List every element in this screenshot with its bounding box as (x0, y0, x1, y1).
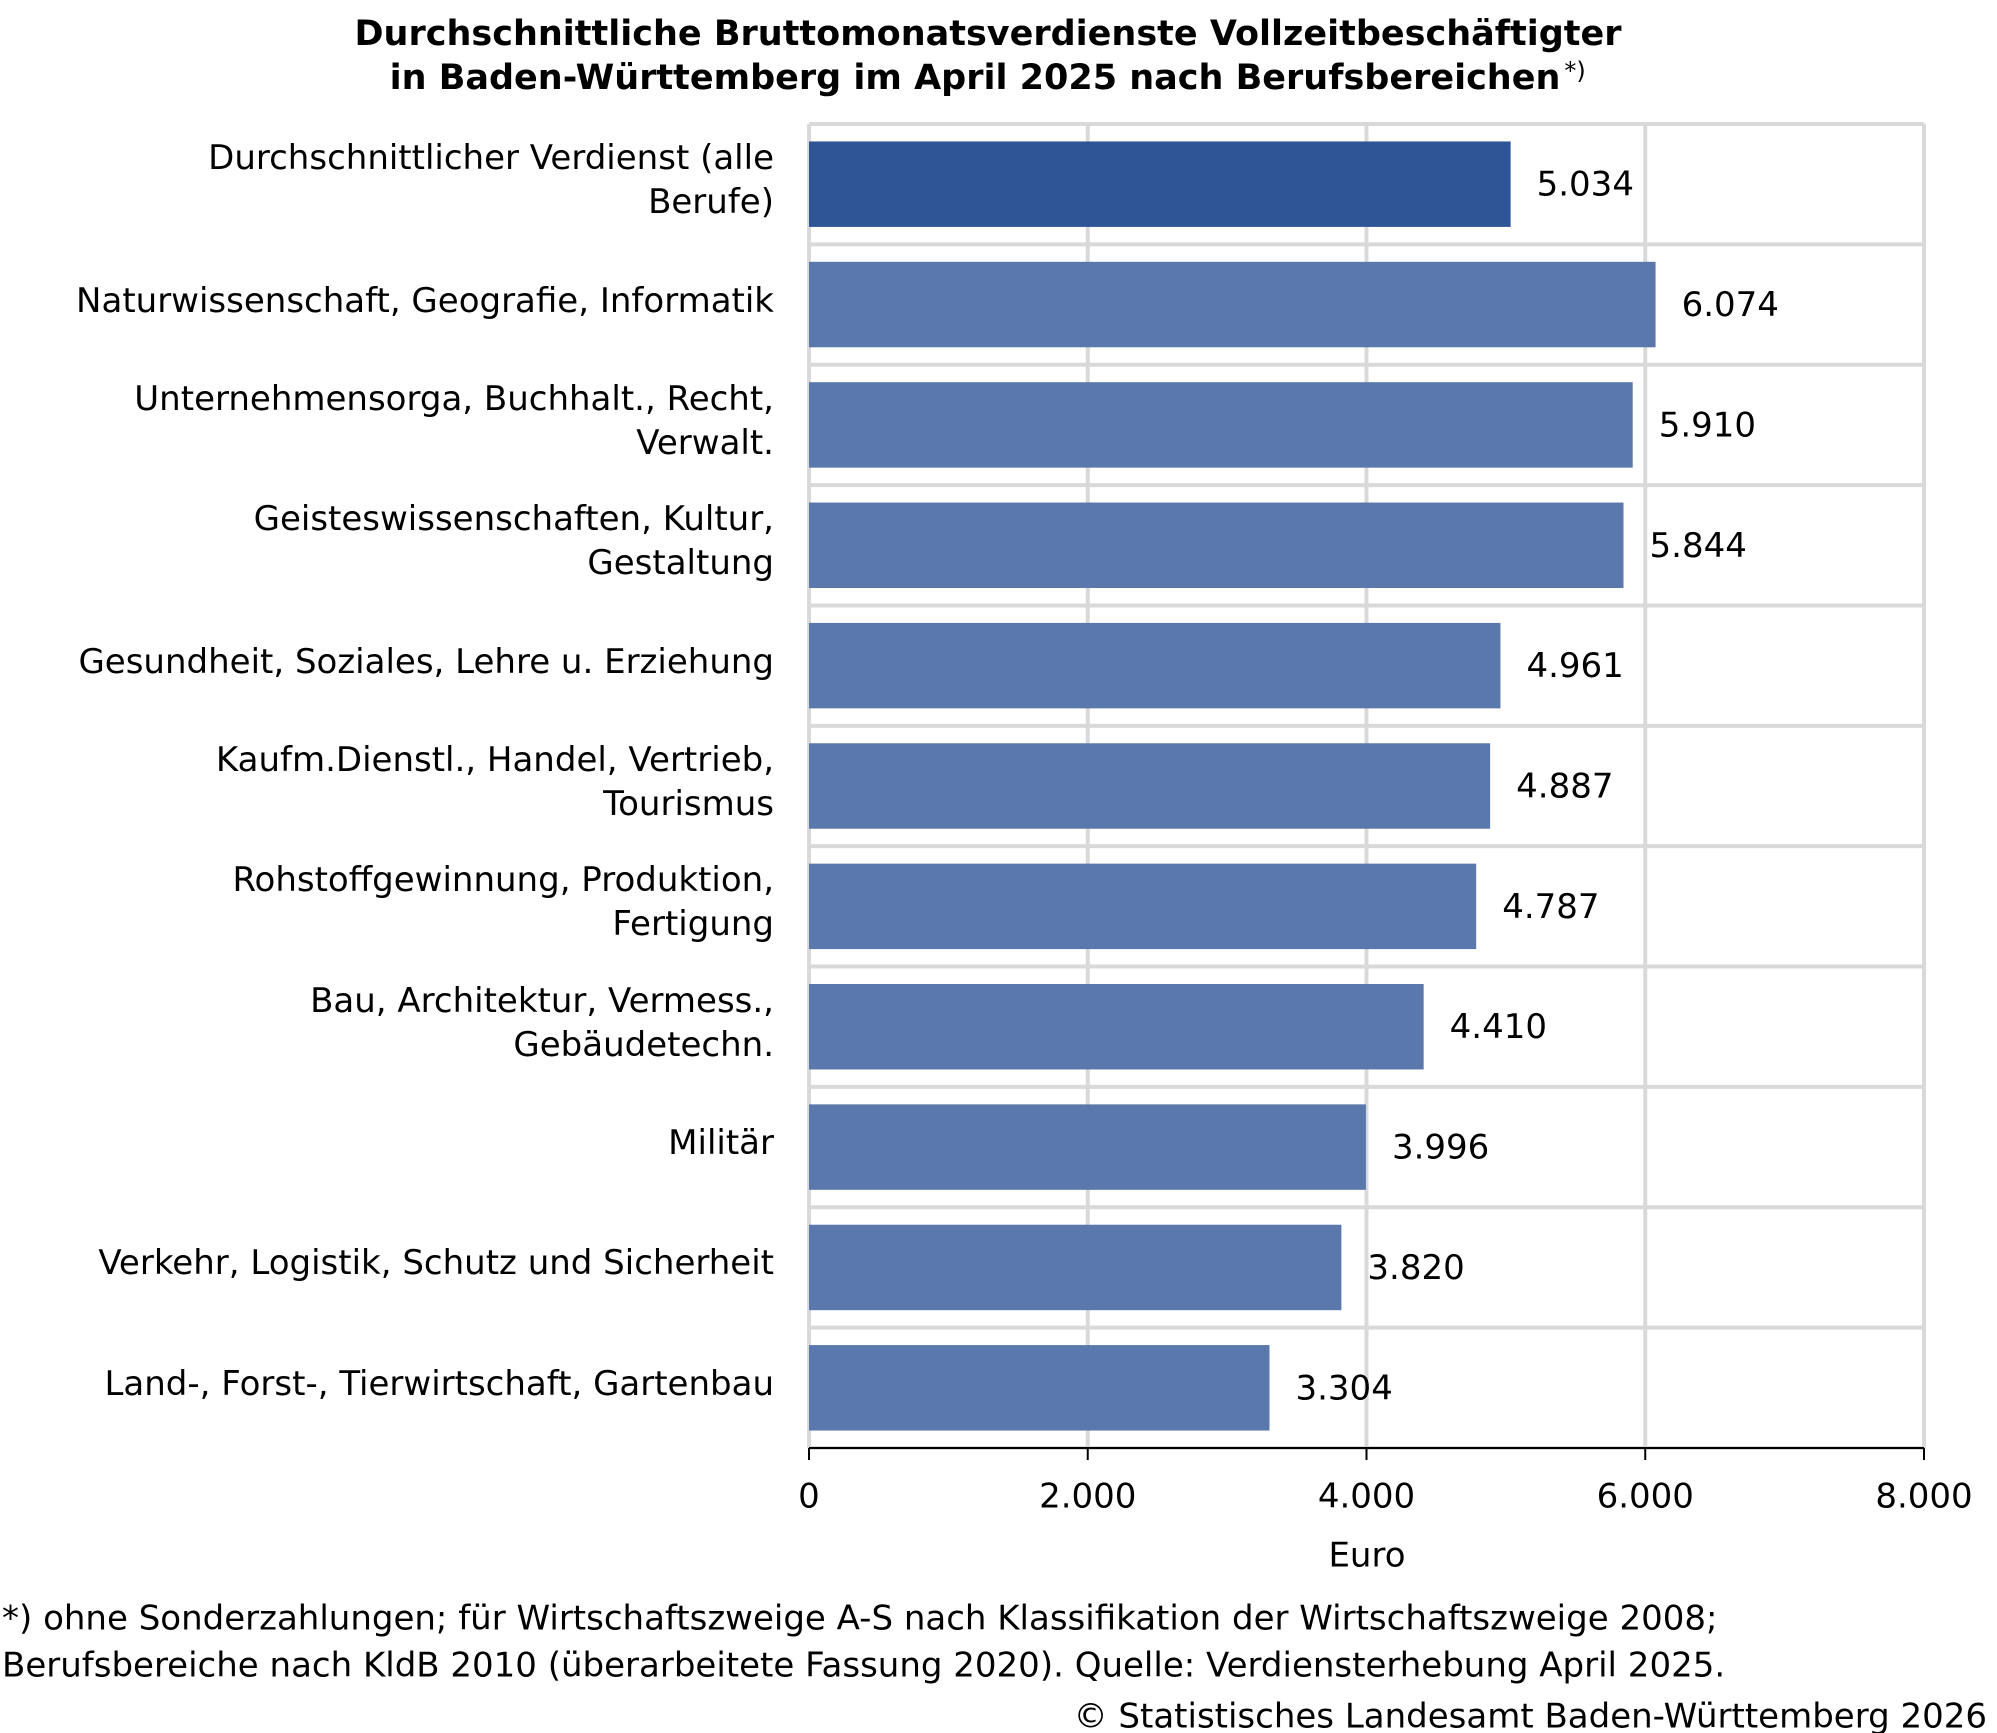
bar (809, 261, 1656, 348)
x-tick-label: 2.000 (1039, 1477, 1136, 1517)
category-label: Geisteswissenschaften, Kultur, Gestaltun… (253, 499, 774, 584)
category-label: Kaufm.Dienstl., Handel, Vertrieb, Touris… (215, 740, 774, 824)
x-tick-label: 4.000 (1318, 1477, 1415, 1517)
value-label: 5.034 (1537, 165, 1634, 205)
bar (809, 502, 1624, 589)
x-tick-label: 0 (798, 1477, 820, 1517)
bar (809, 1345, 1270, 1431)
footnote: *) ohne Sonderzahlungen; für Wirtschafts… (2, 1599, 1717, 1639)
value-label: 4.961 (1526, 646, 1623, 686)
chart-title: Durchschnittliche Bruttomonatsverdienste… (354, 14, 1622, 54)
category-label: Gesundheit, Soziales, Lehre u. Erziehung (78, 641, 774, 682)
bar (809, 743, 1491, 829)
bar (809, 622, 1501, 709)
value-label: 3.304 (1295, 1368, 1392, 1408)
value-label: 6.074 (1682, 285, 1779, 325)
category-label: Land-, Forst-, Tierwirtschaft, Gartenbau (104, 1363, 774, 1404)
bar (809, 141, 1511, 227)
bar (809, 983, 1424, 1070)
bar (809, 863, 1477, 950)
x-tick-label: 8.000 (1875, 1477, 1972, 1517)
category-label: Naturwissenschaft, Geografie, Informatik (76, 280, 774, 321)
value-label: 4.887 (1516, 767, 1613, 807)
value-label: 3.820 (1367, 1248, 1464, 1288)
category-label: Rohstoffgewinnung, Produktion, Fertigung (232, 860, 774, 945)
bar (809, 1104, 1366, 1190)
category-label: Verkehr, Logistik, Schutz und Sicherheit (98, 1243, 774, 1284)
value-label: 3.996 (1392, 1128, 1489, 1168)
category-label: Bau, Architektur, Vermess., Gebäudetechn… (310, 980, 774, 1065)
title-note: *) (1564, 57, 1585, 85)
value-label: 4.787 (1502, 887, 1599, 927)
x-axis-label: Euro (1328, 1536, 1405, 1576)
value-label: 4.410 (1450, 1007, 1547, 1047)
chart-title: in Baden-Württemberg im April 2025 nach … (390, 58, 1561, 98)
footnote: Berufsbereiche nach KldB 2010 (überarbei… (2, 1646, 1725, 1686)
source: © Statistisches Landesamt Baden-Württemb… (1074, 1697, 1987, 1733)
x-tick-label: 6.000 (1597, 1477, 1694, 1517)
category-label: Durchschnittlicher Verdienst (alle Beruf… (208, 138, 774, 223)
bar (809, 382, 1633, 468)
value-label: 5.910 (1659, 405, 1756, 445)
value-label: 5.844 (1650, 526, 1747, 566)
category-label: Unternehmensorga, Buchhalt., Recht, Verw… (134, 378, 774, 463)
bar (809, 1224, 1342, 1311)
category-label: Militär (668, 1123, 774, 1164)
